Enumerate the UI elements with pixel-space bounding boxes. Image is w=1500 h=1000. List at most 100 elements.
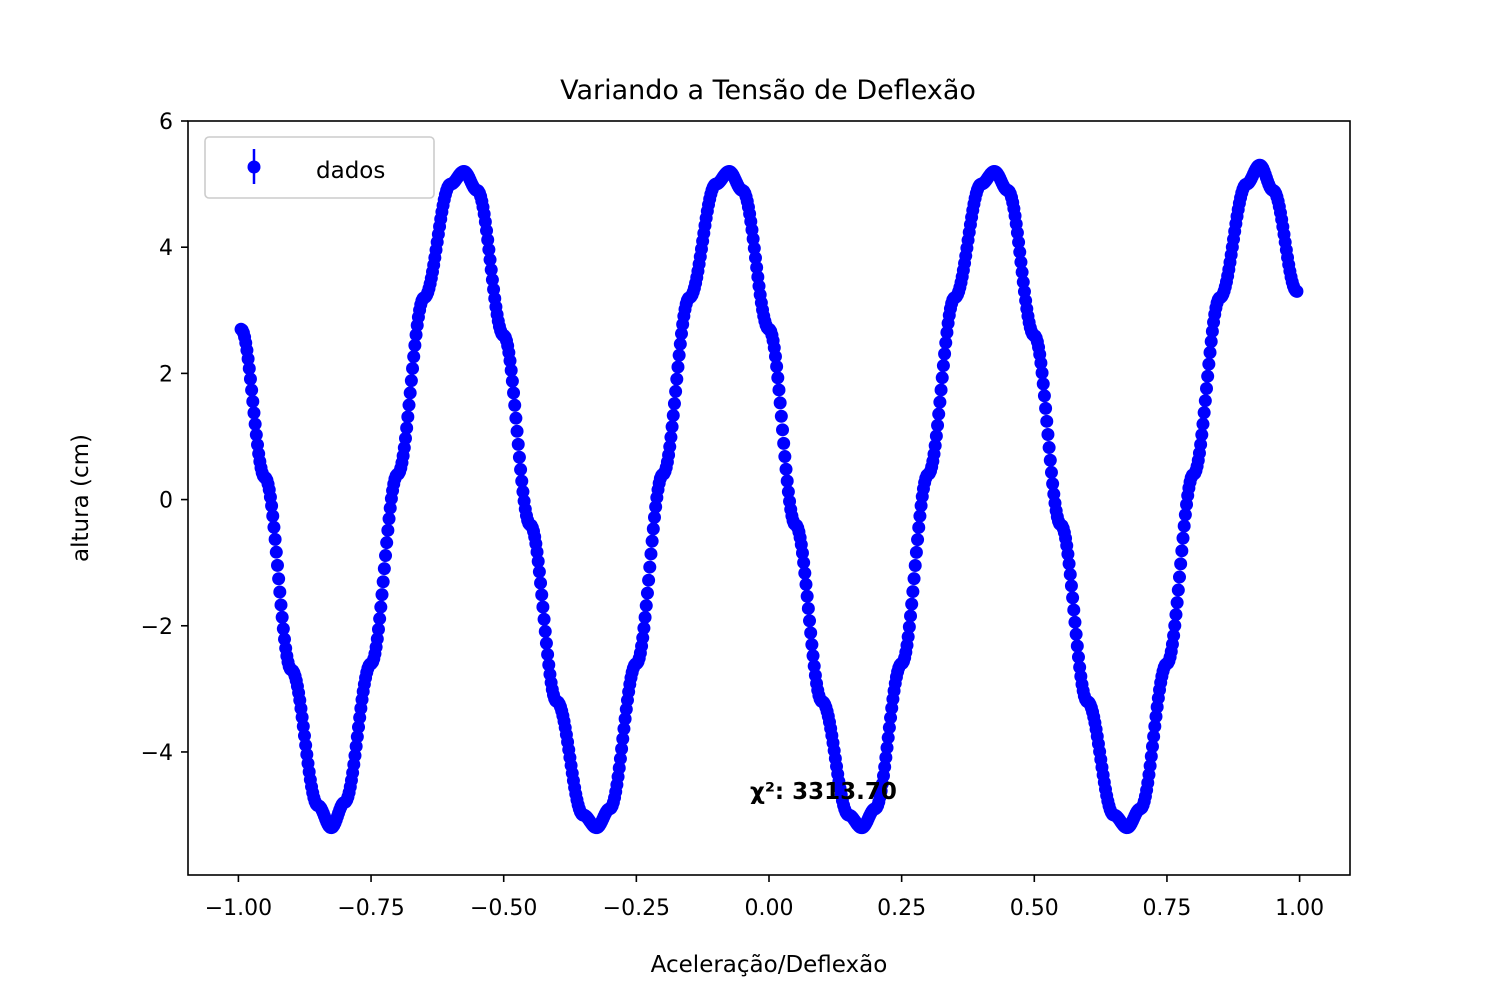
data-point <box>510 424 524 438</box>
data-point <box>637 621 651 635</box>
data-point <box>933 395 947 409</box>
y-axis-label: altura (cm) <box>68 434 94 562</box>
data-point <box>1175 544 1189 558</box>
data-point <box>402 398 416 412</box>
data-point <box>911 533 925 547</box>
data-point <box>779 462 793 476</box>
chi-square-annotation: χ²: 3313.70 <box>750 779 897 805</box>
data-point <box>667 397 681 411</box>
data-point <box>541 647 555 661</box>
data-point <box>800 589 814 603</box>
data-point <box>902 620 916 634</box>
data-point <box>773 396 787 410</box>
data-point <box>275 610 289 624</box>
data-point <box>1149 710 1163 724</box>
data-point <box>241 352 255 366</box>
data-point <box>503 354 517 368</box>
data-point <box>1010 226 1024 240</box>
data-point <box>1176 531 1190 545</box>
data-point <box>1046 477 1060 491</box>
data-point <box>772 383 786 397</box>
data-point <box>370 632 384 646</box>
data-point <box>613 752 627 766</box>
data-point <box>508 398 522 412</box>
data-point <box>373 612 387 626</box>
data-point <box>276 622 290 636</box>
data-point <box>615 742 629 756</box>
data-point <box>1147 729 1161 743</box>
data-point <box>383 501 397 515</box>
data-point <box>1071 650 1085 664</box>
data-point <box>642 573 656 587</box>
data-point <box>771 371 785 385</box>
data-point <box>795 546 809 560</box>
x-tick-label: −0.50 <box>470 896 537 921</box>
data-point <box>375 588 389 602</box>
data-point <box>537 612 551 626</box>
data-point <box>265 499 279 513</box>
data-point <box>504 363 518 377</box>
x-axis-label: Aceleração/Deflexão <box>651 952 888 978</box>
data-point <box>349 739 363 753</box>
data-point <box>404 374 418 388</box>
y-axis: −4 −2 0 2 4 6 <box>141 110 188 766</box>
data-point <box>511 437 525 451</box>
data-point <box>539 636 553 650</box>
data-point <box>350 730 364 744</box>
data-point <box>512 450 526 464</box>
data-point <box>640 586 654 600</box>
data-point <box>670 372 684 386</box>
data-point <box>1064 579 1078 593</box>
data-point <box>274 598 288 612</box>
data-point <box>266 509 280 523</box>
data-point <box>270 558 284 572</box>
data-point <box>377 562 391 576</box>
data-point <box>904 609 918 623</box>
data-point <box>531 554 545 568</box>
data-point <box>636 631 650 645</box>
data-point <box>801 601 815 615</box>
data-point <box>1148 719 1162 733</box>
data-point <box>1203 345 1217 359</box>
data-point <box>247 406 261 420</box>
data-point <box>879 751 893 765</box>
data-point <box>671 360 685 374</box>
data-point <box>1204 334 1218 348</box>
data-point <box>381 523 395 537</box>
data-point <box>1043 453 1057 467</box>
legend: dados <box>204 136 435 199</box>
x-tick-label: 0.25 <box>877 896 926 921</box>
data-point <box>928 439 942 453</box>
data-point <box>1036 377 1050 391</box>
data-point <box>1035 366 1049 380</box>
data-point <box>750 260 764 274</box>
x-tick-label: 0.00 <box>745 896 794 921</box>
data-point <box>1034 356 1048 370</box>
y-tick-label: 0 <box>159 489 173 514</box>
data-point <box>374 600 388 614</box>
data-point <box>935 371 949 385</box>
data-point <box>535 588 549 602</box>
data-point <box>297 729 311 743</box>
data-point <box>406 361 420 375</box>
y-tick-label: 2 <box>159 362 173 387</box>
y-tick-label: −2 <box>141 615 173 640</box>
data-point <box>1145 739 1159 753</box>
data-point <box>774 409 788 423</box>
data-point <box>799 577 813 591</box>
data-point <box>482 243 496 257</box>
data-point <box>931 418 945 432</box>
data-point <box>780 474 794 488</box>
data-point <box>1039 401 1053 415</box>
data-point <box>1290 284 1304 298</box>
data-point <box>1143 759 1157 773</box>
data-point <box>912 520 926 534</box>
data-point <box>932 407 946 421</box>
data-point <box>485 273 499 287</box>
data-point <box>509 411 523 425</box>
data-point <box>672 348 686 362</box>
data-point <box>401 410 415 424</box>
data-point <box>665 420 679 434</box>
data-point <box>1042 441 1056 455</box>
